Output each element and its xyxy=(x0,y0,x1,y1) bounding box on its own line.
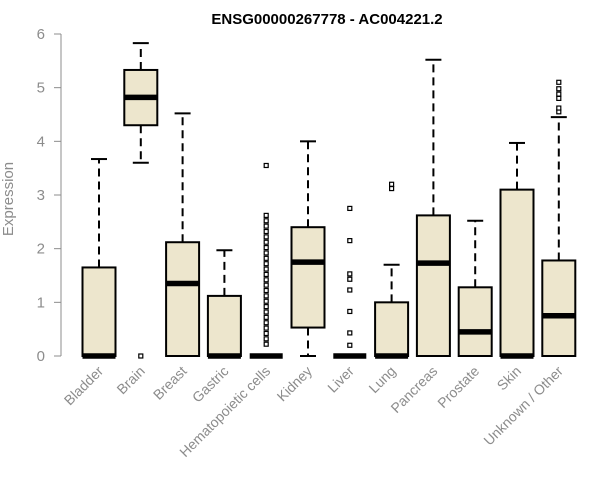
outlier-point xyxy=(263,309,269,315)
outlier-point xyxy=(263,314,269,320)
box-group xyxy=(374,181,410,359)
box-group xyxy=(81,158,117,359)
box-group xyxy=(249,162,283,359)
outlier-point xyxy=(556,105,562,111)
outlier-point xyxy=(347,205,353,212)
box-rect xyxy=(206,294,242,358)
outlier-point xyxy=(347,238,353,244)
box-group xyxy=(123,42,159,359)
outlier-point xyxy=(263,271,269,278)
x-tick-label: Unknown / Other xyxy=(480,363,566,449)
y-tick-label: 1 xyxy=(37,294,45,311)
box-rect xyxy=(81,266,117,358)
y-tick-label: 3 xyxy=(37,187,45,204)
outlier-point xyxy=(556,95,562,102)
outlier-point xyxy=(263,244,269,251)
y-tick-label: 6 xyxy=(37,26,45,43)
outlier-point xyxy=(556,86,562,92)
box-group xyxy=(499,141,535,359)
outlier-point xyxy=(263,266,269,272)
y-tick-label: 4 xyxy=(37,133,45,150)
chart-title: ENSG00000267778 - AC004221.2 xyxy=(211,11,442,28)
outlier-point xyxy=(263,282,269,288)
outlier-point xyxy=(263,325,269,331)
outlier-point xyxy=(347,342,353,348)
outlier-point xyxy=(347,287,353,293)
outlier-point xyxy=(263,212,269,218)
box-rect xyxy=(290,226,326,329)
x-tick-label: Brain xyxy=(113,363,147,397)
outlier-point xyxy=(263,234,269,240)
x-tick-label: Liver xyxy=(324,363,357,396)
x-tick-label: Prostate xyxy=(434,363,482,411)
outlier-point xyxy=(263,336,269,342)
boxes-layer xyxy=(81,42,577,359)
box-group xyxy=(415,58,451,357)
outlier-point xyxy=(138,353,144,359)
outlier-point xyxy=(263,330,269,337)
box-group xyxy=(290,140,326,357)
x-tick-label: Kidney xyxy=(274,363,316,405)
outlier-point xyxy=(263,341,269,347)
x-tick-label: Bladder xyxy=(61,363,107,409)
y-axis-label: Expression xyxy=(0,162,17,236)
outlier-point xyxy=(556,79,562,85)
box-group xyxy=(333,205,367,359)
outlier-point xyxy=(347,308,353,315)
box-rect xyxy=(457,286,493,358)
outlier-point xyxy=(263,320,269,326)
outlier-point xyxy=(347,271,353,277)
outlier-point xyxy=(389,185,395,192)
box-group xyxy=(457,219,493,358)
outlier-point xyxy=(263,218,269,224)
outlier-point xyxy=(347,330,353,336)
box-rect xyxy=(415,214,451,357)
x-tick-label: Skin xyxy=(494,363,525,394)
box-rect xyxy=(165,241,201,357)
box-group xyxy=(165,112,201,357)
box-rect xyxy=(499,188,535,357)
x-tick-label: Breast xyxy=(150,363,190,403)
outlier-point xyxy=(263,228,269,235)
outlier-point xyxy=(263,277,269,283)
box-group xyxy=(541,79,577,357)
box-rect xyxy=(374,301,410,358)
outlier-point xyxy=(263,162,269,169)
outlier-point xyxy=(263,223,269,229)
y-axis: 0 1 2 3 4 5 6 xyxy=(37,26,62,365)
y-tick-label: 0 xyxy=(37,348,45,365)
outlier-point xyxy=(263,298,269,304)
x-tick-label: Lung xyxy=(365,363,398,396)
outlier-point xyxy=(263,250,269,256)
outlier-point xyxy=(263,287,269,294)
outlier-point xyxy=(263,261,269,267)
outlier-point xyxy=(263,304,269,310)
y-tick-label: 2 xyxy=(37,241,45,258)
outlier-point xyxy=(556,91,562,97)
y-tick-label: 5 xyxy=(37,80,45,97)
outlier-point xyxy=(263,255,269,261)
outlier-point xyxy=(263,239,269,245)
outlier-point xyxy=(263,293,269,299)
box-rect xyxy=(541,259,577,357)
outlier-point xyxy=(389,181,395,187)
outlier-point xyxy=(347,276,353,282)
box-group xyxy=(206,249,242,359)
